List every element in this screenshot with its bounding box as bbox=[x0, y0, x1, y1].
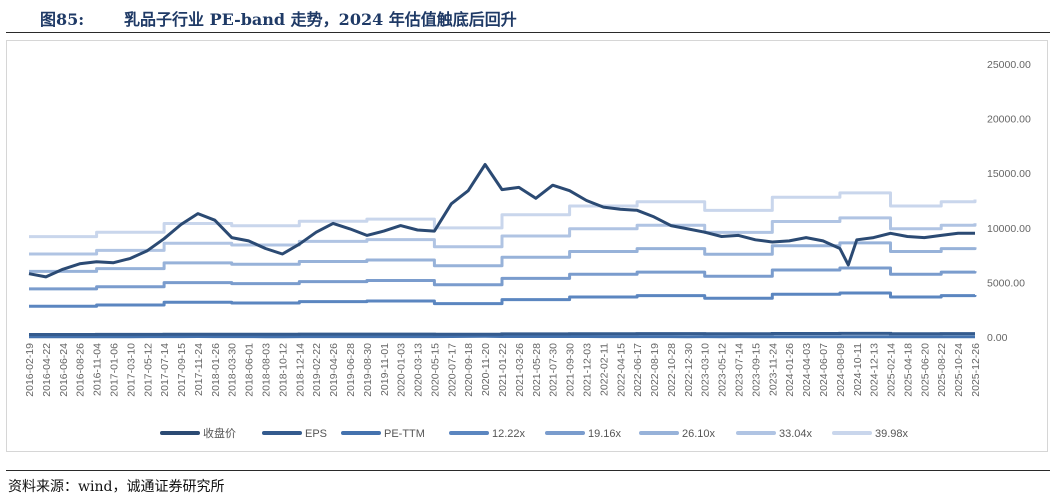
x-tick-label: 2024-04-03 bbox=[801, 343, 813, 397]
x-tick-label: 2021-01-22 bbox=[497, 343, 509, 397]
x-tick-label: 2021-05-28 bbox=[531, 343, 543, 397]
figure-header: 图85: 乳品子行业 PE-band 走势，2024 年估值触底后回升 bbox=[6, 0, 1050, 33]
x-tick-label: 2018-08-03 bbox=[261, 343, 273, 397]
y-tick-label: 25000.00 bbox=[987, 59, 1031, 71]
x-tick-label: 2022-04-15 bbox=[615, 343, 627, 397]
x-tick-label: 2018-12-14 bbox=[294, 343, 306, 397]
x-tick-label: 2022-10-28 bbox=[666, 343, 678, 397]
x-tick-label: 2017-11-24 bbox=[193, 343, 205, 396]
legend-label-6: 33.04x bbox=[779, 428, 813, 440]
x-tick-label: 2019-08-30 bbox=[362, 343, 374, 397]
figure-number: 图85: bbox=[40, 10, 85, 29]
y-tick-label: 0.00 bbox=[987, 332, 1008, 344]
footer-divider bbox=[6, 470, 1050, 471]
legend-label-2: PE-TTM bbox=[384, 428, 425, 440]
x-tick-label: 2020-11-20 bbox=[480, 343, 492, 396]
x-tick-label: 2024-08-09 bbox=[835, 343, 847, 397]
x-tick-label: 2018-03-30 bbox=[227, 343, 239, 397]
x-tick-label: 2025-08-22 bbox=[936, 343, 948, 397]
x-tick-label: 2019-02-22 bbox=[311, 343, 323, 397]
legend-label-5: 26.10x bbox=[682, 428, 716, 440]
x-tick-label: 2023-07-14 bbox=[734, 343, 746, 397]
legend-label-1: EPS bbox=[305, 428, 327, 440]
x-tick-label: 2022-08-19 bbox=[649, 343, 661, 397]
x-tick-label: 2023-09-15 bbox=[750, 343, 762, 397]
x-tick-label: 2017-05-12 bbox=[142, 343, 154, 397]
x-tick-label: 2025-10-24 bbox=[953, 343, 965, 397]
legend-label-3: 12.22x bbox=[492, 428, 526, 440]
x-tick-label: 2017-03-10 bbox=[125, 343, 137, 397]
x-tick-label: 2025-02-14 bbox=[886, 343, 898, 397]
legend-label-7: 39.98x bbox=[875, 428, 909, 440]
band-line-12-22x bbox=[29, 291, 977, 308]
y-tick-label: 5000.00 bbox=[987, 277, 1025, 289]
figure-title: 乳品子行业 PE-band 走势，2024 年估值触底后回升 bbox=[124, 10, 517, 29]
close-price-line bbox=[28, 163, 975, 279]
x-tick-label: 2016-02-19 bbox=[24, 343, 36, 397]
band-line-33-04x bbox=[29, 216, 977, 256]
x-tick-label: 2022-06-17 bbox=[632, 343, 644, 397]
x-tick-label: 2023-11-24 bbox=[767, 343, 779, 396]
x-tick-label: 2021-07-30 bbox=[548, 343, 560, 397]
band-line-26-10x bbox=[29, 241, 977, 273]
x-tick-label: 2023-03-10 bbox=[700, 343, 712, 397]
legend-label-0: 收盘价 bbox=[203, 426, 236, 440]
x-tick-label: 2025-04-18 bbox=[902, 343, 914, 397]
x-tick-label: 2017-09-15 bbox=[176, 343, 188, 397]
legend-label-4: 19.16x bbox=[588, 428, 622, 440]
x-tick-label: 2024-12-13 bbox=[869, 343, 881, 397]
x-tick-label: 2025-12-26 bbox=[970, 343, 982, 397]
x-tick-label: 2020-07-17 bbox=[446, 343, 458, 397]
x-tick-label: 2020-03-13 bbox=[413, 343, 425, 397]
x-tick-label: 2021-12-03 bbox=[581, 343, 593, 397]
source-note: 资料来源：wind，诚通证券研究所 bbox=[8, 479, 225, 495]
y-tick-label: 15000.00 bbox=[987, 168, 1031, 180]
x-tick-label: 2016-06-24 bbox=[58, 343, 70, 397]
y-tick-label: 20000.00 bbox=[987, 114, 1031, 126]
x-tick-label: 2016-04-22 bbox=[41, 343, 53, 397]
x-tick-label: 2024-01-26 bbox=[784, 343, 796, 397]
y-tick-label: 10000.00 bbox=[987, 223, 1031, 235]
x-tick-label: 2020-09-18 bbox=[463, 343, 475, 397]
x-tick-label: 2024-10-11 bbox=[852, 343, 864, 396]
band-line-39-98x bbox=[29, 191, 977, 239]
eps-line bbox=[29, 331, 975, 336]
pe-band-chart: 0.00 5000.00 10000.00 15000.00 20000.00 25000… bbox=[24, 59, 1031, 440]
x-tick-label: 2021-09-30 bbox=[565, 343, 577, 397]
pe-ttm-line bbox=[29, 334, 975, 339]
x-tick-label: 2022-02-11 bbox=[598, 343, 610, 396]
x-tick-label: 2020-01-03 bbox=[396, 343, 408, 397]
x-tick-label: 2022-12-30 bbox=[683, 343, 695, 397]
x-tick-label: 2023-05-12 bbox=[717, 343, 729, 397]
x-tick-label: 2016-08-26 bbox=[75, 343, 87, 397]
x-tick-label: 2017-01-06 bbox=[108, 343, 120, 397]
x-tick-label: 2021-03-26 bbox=[514, 343, 526, 397]
x-tick-label: 2018-06-01 bbox=[244, 343, 256, 397]
x-tick-label: 2019-04-26 bbox=[328, 343, 340, 397]
x-tick-label: 2020-05-15 bbox=[429, 343, 441, 397]
x-tick-label: 2017-07-14 bbox=[159, 343, 171, 397]
x-tick-label: 2019-06-28 bbox=[345, 343, 357, 397]
x-tick-label: 2016-11-04 bbox=[92, 343, 104, 396]
x-tick-label: 2019-11-01 bbox=[379, 343, 391, 396]
x-tick-label: 2018-01-26 bbox=[210, 343, 222, 397]
chart-frame: 0.00 5000.00 10000.00 15000.00 20000.00 25000… bbox=[6, 40, 1048, 452]
x-tick-label: 2025-06-20 bbox=[919, 343, 931, 397]
x-tick-label: 2018-10-12 bbox=[277, 343, 289, 397]
band-line-19-16x bbox=[29, 266, 977, 291]
x-tick-label: 2024-06-07 bbox=[818, 343, 830, 397]
